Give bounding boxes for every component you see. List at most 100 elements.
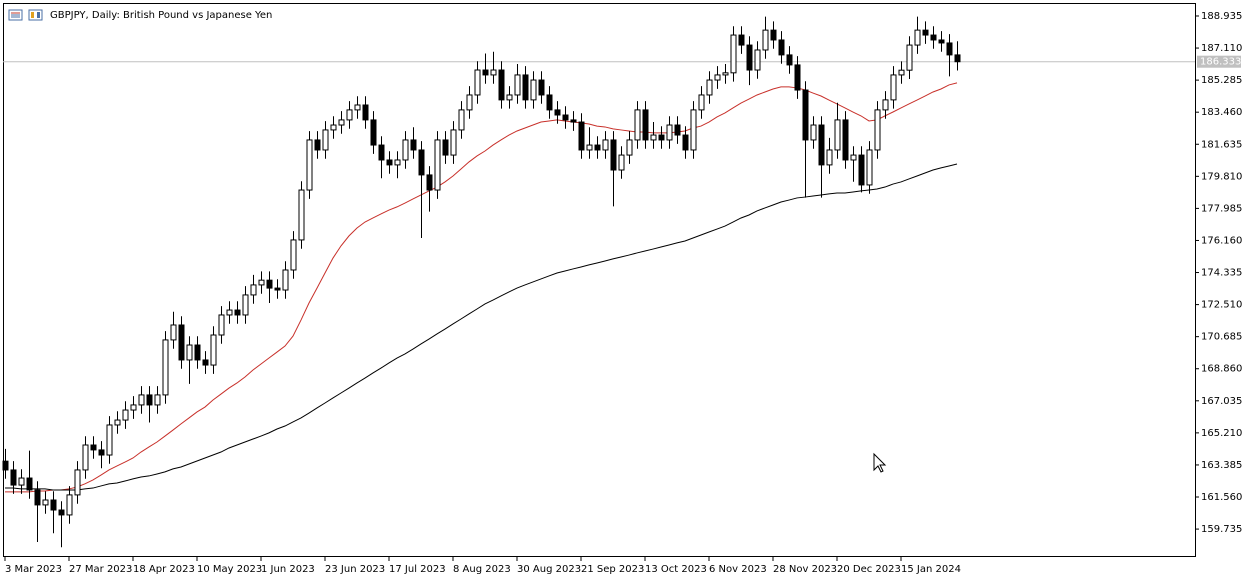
candle-body — [18, 477, 25, 486]
candle-body — [50, 499, 57, 511]
candle-body — [186, 344, 193, 361]
candle-body — [114, 419, 121, 426]
candle-body — [386, 159, 393, 166]
x-tick-label: 13 Oct 2023 — [645, 564, 707, 575]
candle-body — [242, 294, 249, 316]
candle-body — [522, 74, 529, 101]
candle-body — [834, 119, 841, 151]
x-tick-label: 20 Dec 2023 — [837, 564, 901, 575]
candle-body — [682, 134, 689, 151]
candle-body — [474, 69, 481, 96]
chart-title: GBPJPY, Daily: British Pound vs Japanese… — [50, 10, 272, 21]
candle-body — [306, 139, 313, 191]
candle-body — [122, 409, 129, 421]
y-tick-label: 188.935 — [1201, 11, 1242, 22]
candle-body — [786, 54, 793, 66]
candle-body — [274, 287, 281, 291]
candle-body — [482, 69, 489, 76]
candle-body — [810, 124, 817, 141]
x-tick-label: 28 Nov 2023 — [773, 564, 837, 575]
candle-body — [346, 109, 353, 121]
candle-body — [154, 394, 161, 406]
candle-body — [378, 144, 385, 161]
candle-body — [434, 139, 441, 191]
candle-body — [882, 99, 889, 111]
x-tick-label: 21 Sep 2023 — [581, 564, 644, 575]
candle-body — [906, 44, 913, 71]
candle-body — [226, 309, 233, 316]
x-tick-label: 1 Jun 2023 — [261, 564, 315, 575]
candle-body — [282, 269, 289, 291]
candle-body — [178, 324, 185, 361]
candle-body — [106, 424, 113, 456]
x-tick-label: 17 Jul 2023 — [389, 564, 446, 575]
candle-body — [42, 499, 49, 506]
y-tick-label: 179.810 — [1201, 171, 1242, 182]
candle-body — [170, 324, 177, 341]
candle-body — [874, 109, 881, 151]
candle-body — [930, 34, 937, 41]
candle-body — [490, 69, 497, 76]
x-tick-label: 8 Aug 2023 — [453, 564, 511, 575]
candle-body — [850, 154, 857, 161]
candle-body — [74, 469, 81, 496]
y-tick-label: 159.735 — [1201, 524, 1242, 535]
candle-body — [554, 109, 561, 116]
y-tick-label: 187.110 — [1201, 43, 1242, 54]
candle-body — [322, 129, 329, 151]
candle-body — [410, 139, 417, 151]
candle-body — [562, 114, 569, 121]
candle-body — [954, 54, 961, 63]
candle-body — [570, 119, 577, 123]
candle-body — [314, 139, 321, 151]
candle-body — [802, 89, 809, 141]
candle-body — [866, 149, 873, 186]
candle-body — [666, 124, 673, 141]
x-tick-label: 6 Nov 2023 — [709, 564, 767, 575]
candle-body — [898, 69, 905, 76]
y-tick-label: 185.285 — [1201, 75, 1242, 86]
candle-body — [938, 39, 945, 44]
candle-body — [370, 119, 377, 146]
candle-body — [146, 394, 153, 406]
candle-body — [258, 279, 265, 286]
candle-body — [202, 359, 209, 366]
candle-body — [530, 79, 537, 101]
candle-body — [690, 109, 697, 151]
candle-body — [450, 129, 457, 156]
candle-body — [586, 144, 593, 151]
candle-body — [762, 29, 769, 51]
candle-body — [130, 404, 137, 411]
candle-body — [362, 104, 369, 121]
candle-body — [266, 279, 273, 289]
candle-body — [730, 34, 737, 74]
candle-body — [578, 121, 585, 151]
x-tick-label: 18 Apr 2023 — [133, 564, 195, 575]
y-tick-label: 167.035 — [1201, 396, 1242, 407]
y-tick-label: 163.385 — [1201, 460, 1242, 471]
candle-body — [34, 489, 41, 506]
candle-body — [298, 189, 305, 241]
y-tick-label: 174.335 — [1201, 268, 1242, 279]
candle-body — [234, 309, 241, 316]
candle-body — [650, 134, 657, 141]
candle-body — [714, 74, 721, 81]
candle-body — [738, 34, 745, 46]
x-tick-label: 10 May 2023 — [197, 564, 262, 575]
candle-body — [162, 339, 169, 396]
candle-body — [194, 344, 201, 361]
y-tick-label: 161.560 — [1201, 492, 1242, 503]
candle-body — [210, 334, 217, 366]
candle-body — [778, 39, 785, 56]
y-tick-label: 172.510 — [1201, 300, 1242, 311]
candle-body — [594, 144, 601, 151]
candle-body — [818, 124, 825, 166]
candle-body — [914, 29, 921, 46]
candle-body — [754, 49, 761, 71]
x-tick-label: 27 Mar 2023 — [69, 564, 132, 575]
candle-body — [658, 134, 665, 141]
candle-body — [506, 94, 513, 101]
moving-average-line — [5, 163, 958, 491]
